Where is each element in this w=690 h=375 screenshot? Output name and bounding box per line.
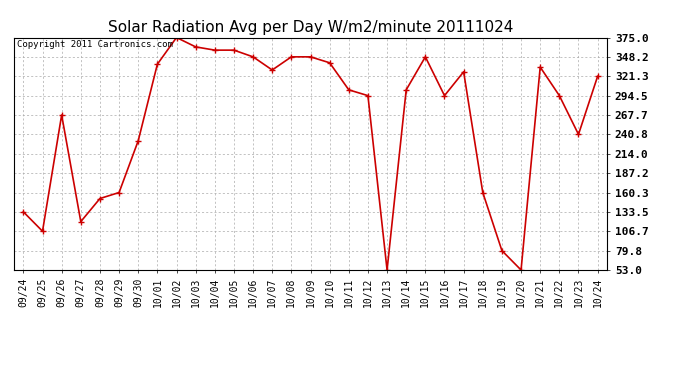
Title: Solar Radiation Avg per Day W/m2/minute 20111024: Solar Radiation Avg per Day W/m2/minute … — [108, 20, 513, 35]
Text: Copyright 2011 Cartronics.com: Copyright 2011 Cartronics.com — [17, 40, 172, 49]
